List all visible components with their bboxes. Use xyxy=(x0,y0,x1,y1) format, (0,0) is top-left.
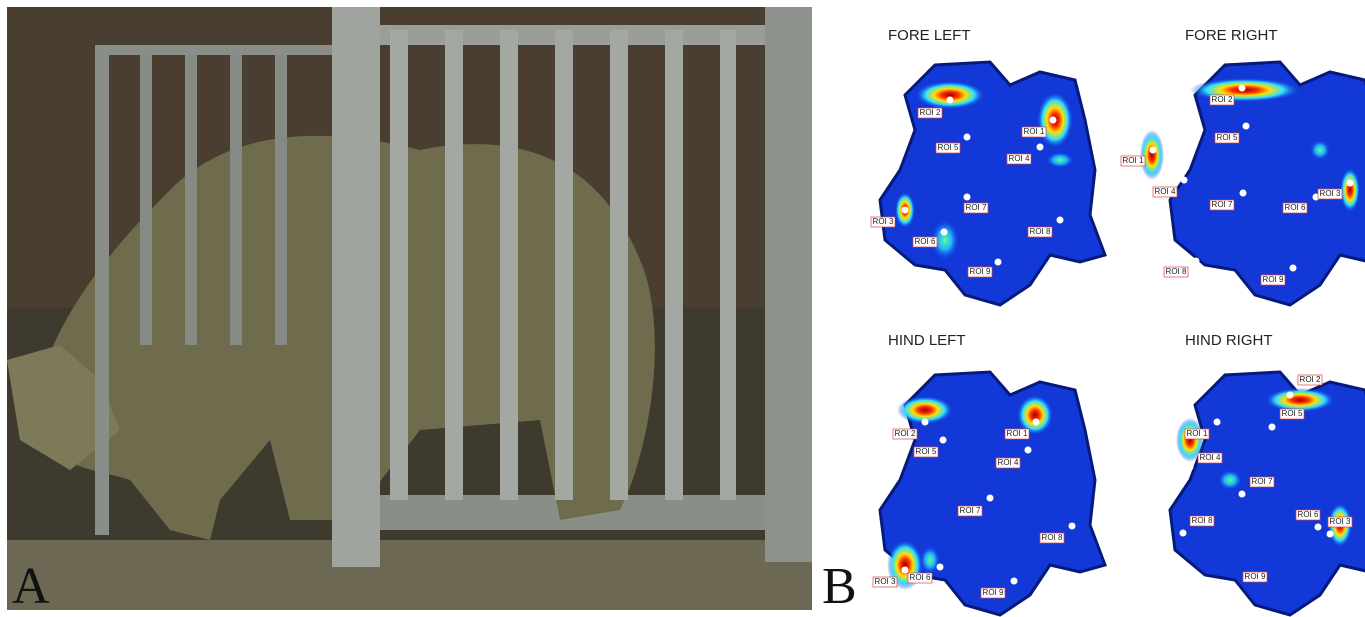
pressure-spot xyxy=(1046,152,1074,168)
roi-point xyxy=(1187,464,1194,471)
roi-label: ROI 8 xyxy=(1042,533,1063,542)
roi-label: ROI 1 xyxy=(1187,429,1208,438)
roi-label: ROI 4 xyxy=(1200,453,1221,462)
roi-label: ROI 6 xyxy=(1298,510,1319,519)
roi-point xyxy=(937,564,944,571)
pressure-spot xyxy=(920,546,940,574)
roi-point xyxy=(1057,217,1064,224)
heatmap: FORE RIGHT ROI 2 ROI 5 ROI 1 ROI 4 ROI 7 ROI 6… xyxy=(1121,27,1365,305)
roi-point xyxy=(1181,177,1188,184)
figure: A B FORE LEFT ROI 2 ROI 1 ROI 5 ROI 4 ROI 7 RO… xyxy=(0,0,1365,617)
roi-label: ROI 8 xyxy=(1166,267,1187,276)
roi-label: ROI 2 xyxy=(895,429,916,438)
roi-label: ROI 7 xyxy=(1252,477,1273,486)
roi-label: ROI 1 xyxy=(1007,429,1028,438)
roi-point xyxy=(1069,523,1076,530)
roi-label: ROI 6 xyxy=(915,237,936,246)
roi-label: ROI 1 xyxy=(1024,127,1045,136)
roi-point xyxy=(995,259,1002,266)
roi-point xyxy=(1050,117,1057,124)
roi-point xyxy=(902,567,909,574)
roi-point xyxy=(1025,447,1032,454)
roi-point xyxy=(1233,586,1240,593)
pressure-spot xyxy=(915,81,985,109)
panel-label: A xyxy=(12,558,50,615)
roi-point xyxy=(1315,524,1322,531)
panel-label: B xyxy=(822,558,857,615)
footprint xyxy=(880,62,1105,305)
pressure-spot xyxy=(1340,168,1360,212)
roi-point xyxy=(1011,578,1018,585)
roi-point xyxy=(1269,424,1276,431)
roi-point xyxy=(1193,258,1200,265)
heatmaps: FORE LEFT ROI 2 ROI 1 ROI 5 ROI 4 ROI 7 ROI 3 R… xyxy=(871,27,1365,615)
roi-point xyxy=(1327,531,1334,538)
roi-label: ROI 3 xyxy=(875,577,896,586)
pressure-spot xyxy=(1140,130,1164,180)
roi-label: ROI 2 xyxy=(1300,375,1321,384)
roi-label: ROI 4 xyxy=(1009,154,1030,163)
roi-point xyxy=(1240,190,1247,197)
roi-point xyxy=(1239,491,1246,498)
roi-label: ROI 3 xyxy=(1320,189,1341,198)
roi-point xyxy=(947,97,954,104)
roi-label: ROI 9 xyxy=(970,267,991,276)
roi-label: ROI 7 xyxy=(960,506,981,515)
roi-point xyxy=(1347,180,1354,187)
roi-label: ROI 6 xyxy=(910,573,931,582)
roi-label: ROI 5 xyxy=(1217,133,1238,142)
roi-label: ROI 5 xyxy=(1282,409,1303,418)
heatmap-title: FORE LEFT xyxy=(888,27,971,44)
roi-label: ROI 9 xyxy=(1263,275,1284,284)
roi-label: ROI 6 xyxy=(1285,203,1306,212)
roi-point xyxy=(922,419,929,426)
footprint xyxy=(1170,372,1365,615)
roi-point xyxy=(1033,419,1040,426)
roi-label: ROI 3 xyxy=(873,217,894,226)
roi-point xyxy=(1287,392,1294,399)
roi-point xyxy=(987,495,994,502)
heatmap: HIND RIGHT ROI 2 ROI 5 ROI 1 ROI 4 ROI 7 ROI 6… xyxy=(1170,332,1365,615)
roi-label: ROI 9 xyxy=(983,588,1004,597)
roi-label: ROI 4 xyxy=(1155,187,1176,196)
roi-label: ROI 8 xyxy=(1030,227,1051,236)
roi-label: ROI 1 xyxy=(1123,156,1144,165)
pressure-spot xyxy=(1310,140,1330,160)
roi-point xyxy=(1037,144,1044,151)
roi-point xyxy=(940,437,947,444)
heatmap: HIND LEFT ROI 2 ROI 1 ROI 5 ROI 4 ROI 7 ROI 8 R… xyxy=(873,332,1105,615)
roi-label: ROI 4 xyxy=(998,458,1019,467)
roi-label: ROI 2 xyxy=(920,108,941,117)
roi-point xyxy=(1150,147,1157,154)
photo: A xyxy=(7,7,812,615)
heatmap-title: FORE RIGHT xyxy=(1185,27,1278,44)
roi-label: ROI 5 xyxy=(938,143,959,152)
roi-point xyxy=(1243,123,1250,130)
roi-label: ROI 8 xyxy=(1192,516,1213,525)
heatmap-title: HIND RIGHT xyxy=(1185,332,1273,349)
roi-point xyxy=(964,194,971,201)
roi-label: ROI 9 xyxy=(1245,572,1266,581)
roi-label: ROI 7 xyxy=(966,203,987,212)
roi-point xyxy=(941,229,948,236)
roi-label: ROI 7 xyxy=(1212,200,1233,209)
roi-point xyxy=(1239,85,1246,92)
roi-point xyxy=(1290,265,1297,272)
roi-label: ROI 2 xyxy=(1212,95,1233,104)
pressure-spot xyxy=(1218,470,1242,490)
pressure-spot xyxy=(1190,78,1300,102)
roi-label: ROI 3 xyxy=(1330,517,1351,526)
roi-label: ROI 5 xyxy=(916,447,937,456)
roi-point xyxy=(1214,419,1221,426)
heatmap: FORE LEFT ROI 2 ROI 1 ROI 5 ROI 4 ROI 7 ROI 3 R… xyxy=(871,27,1105,305)
roi-point xyxy=(1180,530,1187,537)
roi-point xyxy=(902,207,909,214)
roi-point xyxy=(964,134,971,141)
heatmap-title: HIND LEFT xyxy=(888,332,966,349)
